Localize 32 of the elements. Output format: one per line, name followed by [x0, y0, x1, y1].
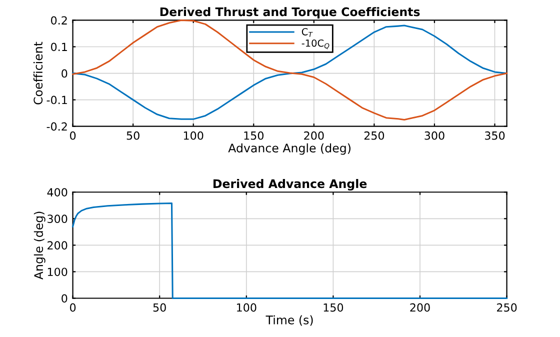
x-axis-title: Time (s)	[266, 315, 313, 326]
chart-title: Derived Advance Angle	[214, 178, 367, 191]
x-tick-label: 150	[244, 131, 264, 140]
y-tick-label: -0.1	[46, 96, 67, 104]
x-tick-label: 0	[70, 131, 76, 140]
x-tick-label: 150	[324, 303, 344, 312]
x-tick-label: 250	[364, 131, 384, 140]
legend-label: -10C$_{Q}$	[302, 39, 330, 50]
legend-label: C$_{T}$	[302, 28, 313, 37]
x-tick-label: 200	[410, 303, 430, 312]
x-tick-label: 50	[126, 131, 140, 140]
y-tick-label: 0.2	[51, 16, 67, 25]
x-tick-label: 50	[153, 303, 166, 312]
y-tick-label: 300	[48, 214, 68, 224]
y-axis-title: Coefficient	[33, 42, 43, 104]
x-axis-title: Advance Angle (deg)	[228, 143, 350, 155]
x-tick-label: 0	[70, 303, 76, 312]
y-tick-label: -0.2	[46, 122, 67, 131]
y-tick-label: 400	[47, 188, 68, 197]
y-tick-label: 100	[48, 268, 68, 276]
x-tick-label: 100	[237, 303, 256, 312]
y-tick-label: 0.1	[51, 42, 67, 52]
x-tick-label: 350	[484, 131, 505, 140]
x-tick-label: 300	[424, 131, 444, 140]
x-tick-label: 200	[304, 131, 324, 140]
y-tick-label: 200	[48, 241, 68, 250]
y-tick-label: 0	[62, 294, 68, 303]
x-tick-label: 100	[184, 131, 204, 140]
y-axis-title: Angle (deg)	[34, 212, 46, 280]
x-tick-label: 250	[497, 303, 517, 312]
y-tick-label: 0	[62, 69, 68, 78]
chart-title: Derived Thrust and Torque Coefficients	[160, 7, 420, 19]
